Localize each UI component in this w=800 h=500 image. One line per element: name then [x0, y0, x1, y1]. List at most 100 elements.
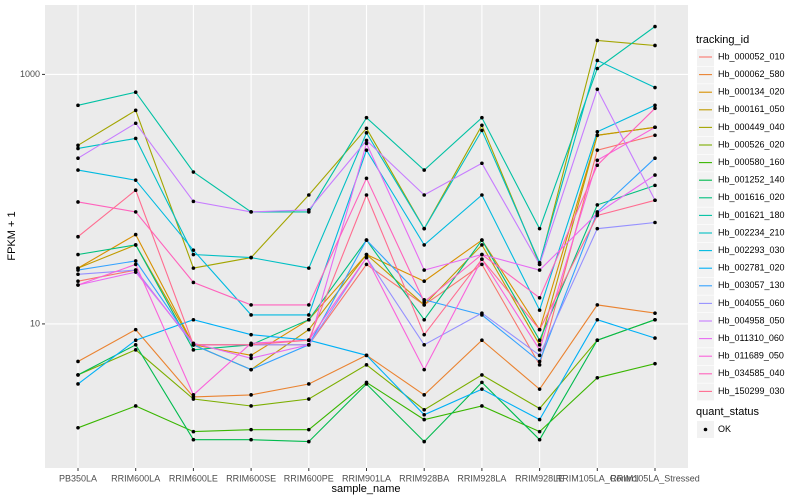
data-point [76, 156, 80, 160]
data-point [364, 255, 369, 260]
data-point [537, 268, 542, 272]
data-point [595, 213, 600, 218]
legend-label: Hb_000134_020 [718, 87, 785, 97]
data-point [307, 382, 311, 386]
x-tick-label: RRIM600PE [284, 473, 334, 483]
data-point [133, 243, 138, 247]
x-tick-label: RRIM600LA [111, 473, 160, 483]
data-point [133, 270, 138, 274]
data-point [595, 317, 600, 322]
data-point [595, 87, 600, 92]
data-point [76, 252, 80, 257]
data-point [133, 327, 138, 332]
data-point [76, 426, 80, 430]
data-point [364, 353, 369, 358]
legend-label: Hb_004958_050 [718, 315, 785, 325]
data-point [595, 38, 600, 43]
data-point [537, 343, 542, 347]
data-point [191, 317, 196, 322]
data-point [653, 317, 657, 322]
data-point [249, 210, 253, 214]
data-point [480, 123, 484, 128]
legend-label: Hb_011310_060 [718, 333, 784, 343]
data-point [595, 148, 600, 152]
data-point [76, 234, 80, 239]
data-point [133, 404, 138, 408]
data-point [249, 343, 253, 347]
data-point [653, 85, 657, 90]
data-point [595, 338, 600, 343]
data-point [364, 252, 369, 257]
data-point [537, 429, 542, 434]
data-point [595, 129, 600, 134]
data-point [422, 332, 427, 337]
data-point [364, 238, 369, 242]
data-point [480, 243, 484, 247]
data-point [537, 417, 542, 422]
data-point [422, 393, 427, 397]
data-point [191, 348, 196, 352]
data-point [307, 397, 311, 401]
data-point [364, 138, 369, 143]
data-point [133, 232, 138, 237]
data-point [133, 178, 138, 182]
legend-label: Hb_001621_180 [718, 210, 785, 220]
data-point [307, 327, 311, 332]
data-point [422, 226, 427, 231]
data-point [307, 313, 311, 317]
data-point [76, 382, 80, 386]
data-point [480, 238, 484, 242]
legend-label: Hb_004055_060 [718, 298, 785, 308]
data-point [480, 311, 484, 315]
data-point [537, 387, 542, 391]
data-point [595, 226, 600, 231]
data-point [307, 343, 311, 347]
data-point [537, 406, 542, 411]
data-point [364, 176, 369, 181]
legend-label: Hb_002781_020 [718, 263, 785, 273]
x-tick-label: RRIM928BA [399, 473, 449, 483]
data-point [133, 259, 138, 263]
data-point [249, 393, 253, 397]
data-point [133, 136, 138, 141]
legend-title: quant_status [696, 406, 759, 418]
x-tick-label: RRIM901LA [342, 473, 391, 483]
data-point [653, 183, 657, 188]
legend-label: Hb_001252_140 [718, 175, 785, 185]
data-point [537, 262, 542, 267]
data-point [191, 199, 196, 204]
data-point [191, 437, 196, 442]
legend-label: Hb_000161_050 [718, 104, 785, 114]
data-point [307, 303, 311, 307]
data-point [595, 203, 600, 207]
legend-label: Hb_150299_030 [718, 386, 785, 396]
data-point [76, 146, 80, 151]
data-point [364, 126, 369, 131]
data-point [133, 210, 138, 214]
data-point [595, 303, 600, 307]
legend-label: Hb_003057_130 [718, 280, 785, 290]
data-point [480, 257, 484, 262]
data-point [76, 103, 80, 108]
data-point [307, 427, 311, 432]
data-point [653, 106, 657, 111]
data-point [537, 348, 542, 352]
data-point [480, 373, 484, 377]
data-point [653, 24, 657, 29]
data-point [133, 262, 138, 267]
data-point [653, 311, 657, 315]
legend-label: Hb_000526_020 [718, 139, 785, 149]
data-point [422, 439, 427, 444]
data-point [595, 133, 600, 138]
legend-label: Hb_000449_040 [718, 122, 785, 132]
data-point [364, 363, 369, 367]
data-point [537, 226, 542, 231]
data-point [480, 380, 484, 385]
data-point [537, 363, 542, 367]
legend-label: Hb_000052_010 [718, 51, 785, 61]
data-point [537, 338, 542, 343]
data-point [595, 58, 600, 63]
data-point [422, 268, 427, 272]
data-point [307, 338, 311, 343]
